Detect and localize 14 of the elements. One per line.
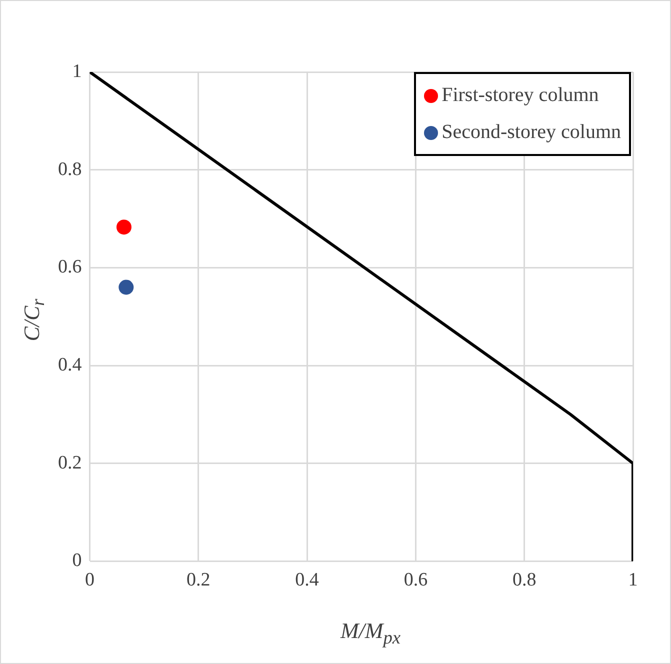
y-tick-label: 0.2 xyxy=(58,452,82,474)
legend-label: First-storey column xyxy=(442,84,599,107)
y-tick-label: 1 xyxy=(72,60,82,82)
y-tick-label: 0.8 xyxy=(58,158,82,180)
y-tick-label: 0 xyxy=(72,550,82,572)
x-tick-label: 0.8 xyxy=(512,570,536,591)
y-tick-label: 0.4 xyxy=(58,354,82,376)
x-tick-label: 0.2 xyxy=(186,570,210,591)
x-tick-label: 0.6 xyxy=(404,570,428,591)
x-tick-label: 0.4 xyxy=(295,570,320,591)
x-axis-title: M/M$_{px}$ xyxy=(339,618,402,648)
legend-label: Second-storey column xyxy=(442,121,621,144)
y-tick-label: 0.6 xyxy=(58,256,82,278)
x-tick-label: 1 xyxy=(628,570,638,591)
